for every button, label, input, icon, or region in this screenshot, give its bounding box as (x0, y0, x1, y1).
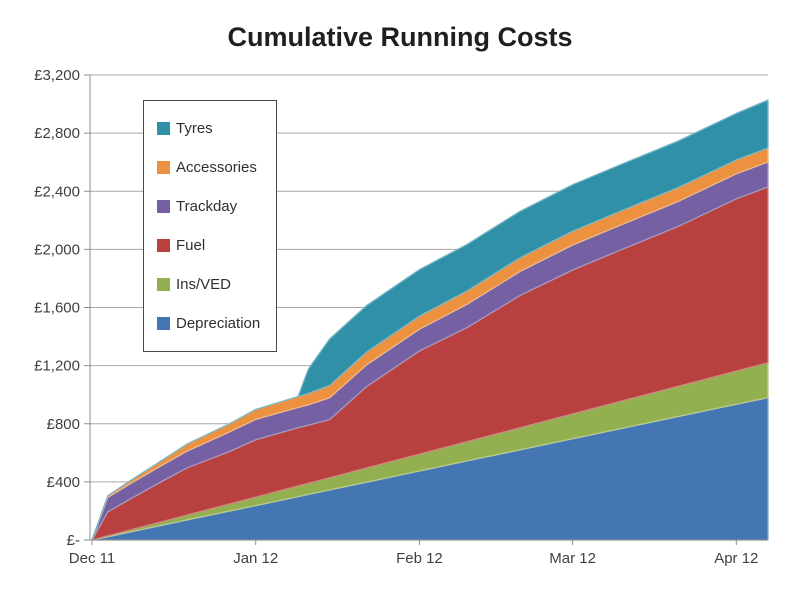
legend-swatch-icon (157, 278, 170, 291)
legend-label: Ins/VED (176, 276, 232, 293)
legend: Tyres Accessories Trackday Fuel Ins/VED Depre… (143, 100, 277, 352)
legend-swatch-icon (157, 317, 170, 330)
legend-item-depreciation: Depreciation (157, 314, 276, 334)
legend-item-ins-ved: Ins/VED (157, 275, 276, 295)
legend-swatch-icon (157, 239, 170, 252)
area-tyres (91, 99, 769, 541)
legend-item-fuel: Fuel (157, 236, 276, 256)
y-tick-label: £800 (47, 416, 80, 433)
legend-label: Trackday (176, 198, 238, 215)
y-tick-label: £- (67, 532, 80, 549)
y-tick-label: £400 (47, 474, 80, 491)
x-tick-label: Jan 12 (233, 550, 278, 567)
legend-item-accessories: Accessories (157, 158, 276, 178)
y-tick-label: £2,800 (34, 125, 80, 142)
x-tick-label: Dec 11 (69, 550, 115, 567)
x-tick-label: Mar 12 (549, 550, 596, 567)
legend-item-tyres: Tyres (157, 119, 276, 139)
legend-label: Fuel (176, 237, 206, 254)
y-tick-label: £3,200 (34, 67, 80, 84)
legend-swatch-icon (157, 200, 170, 213)
x-tick-label: Feb 12 (396, 550, 443, 567)
legend-item-trackday: Trackday (157, 197, 276, 217)
legend-label: Depreciation (176, 315, 261, 332)
legend-swatch-icon (157, 122, 170, 135)
y-tick-label: £1,200 (34, 358, 80, 375)
legend-label: Accessories (176, 159, 257, 176)
y-tick-label: £2,400 (34, 183, 80, 200)
y-tick-label: £2,000 (34, 241, 80, 258)
x-tick-label: Apr 12 (714, 550, 758, 567)
chart-title: Cumulative Running Costs (227, 22, 573, 52)
legend-swatch-icon (157, 161, 170, 174)
legend-label: Tyres (176, 120, 213, 137)
y-tick-label: £1,600 (34, 300, 80, 317)
